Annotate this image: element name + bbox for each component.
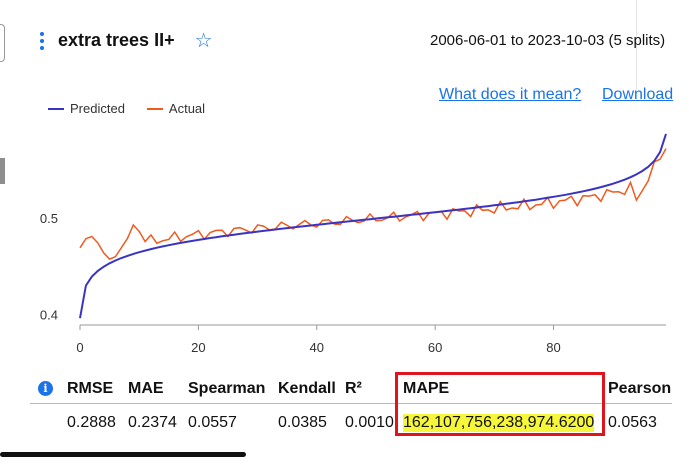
header-kendall: Kendall [278, 380, 336, 397]
legend-label-actual: Actual [168, 101, 206, 116]
value-r2: 0.0010 [345, 414, 394, 431]
sidebar-scroll-indicator [0, 158, 5, 184]
legend-item-predicted[interactable]: Predicted [48, 101, 125, 116]
legend-item-actual[interactable]: Actual [146, 101, 206, 116]
x-ticks: 0 20 40 60 80 [76, 325, 561, 355]
value-rmse: 0.2888 [67, 414, 116, 431]
y-ticks: 0.5 0.4 [40, 211, 58, 323]
x-tick-label: 60 [428, 340, 442, 355]
date-range: 2006-06-01 to 2023-10-03 (5 splits) [430, 32, 666, 49]
value-pearson: 0.0563 [608, 414, 657, 431]
info-icon[interactable]: i [38, 381, 53, 396]
card-border [636, 0, 637, 90]
chart-legend: Predicted Actual [48, 101, 227, 116]
kebab-menu-icon[interactable] [36, 31, 48, 50]
header-r2: R² [345, 380, 362, 397]
widget-header: extra trees II+ ☆ [36, 30, 213, 51]
table-divider [30, 403, 672, 404]
value-kendall: 0.0385 [278, 414, 327, 431]
value-mae: 0.2374 [128, 414, 177, 431]
horizontal-scrollbar[interactable] [0, 452, 246, 457]
x-tick-label: 80 [546, 340, 560, 355]
header-rmse: RMSE [67, 380, 114, 397]
y-tick-label: 0.4 [40, 307, 58, 322]
y-tick-label: 0.5 [40, 211, 58, 226]
x-tick-label: 0 [76, 340, 83, 355]
widget-title: extra trees II+ [58, 30, 175, 50]
header-mape: MAPE [403, 380, 450, 397]
mape-highlight-box [395, 372, 605, 436]
header-spearman: Spearman [188, 380, 266, 397]
predicted-series-line [79, 133, 667, 319]
download-link[interactable]: Download [602, 86, 674, 103]
header-pearson: Pearson [608, 380, 672, 397]
value-spearman: 0.0557 [188, 414, 237, 431]
value-mape: 162,107,756,238,974.6200 [403, 414, 595, 432]
legend-swatch-actual [146, 107, 163, 110]
actual-series-line [79, 148, 667, 260]
prediction-chart: 0 20 40 60 80 0.5 0.4 [40, 133, 667, 355]
header-mae: MAE [128, 380, 164, 397]
x-tick-label: 40 [310, 340, 324, 355]
what-does-it-mean-link[interactable]: What does it mean? [439, 86, 582, 103]
sidebar-handle[interactable] [0, 24, 5, 62]
legend-label-predicted: Predicted [70, 101, 125, 116]
legend-swatch-predicted [48, 107, 64, 110]
star-icon[interactable]: ☆ [194, 29, 213, 52]
x-tick-label: 20 [191, 340, 205, 355]
